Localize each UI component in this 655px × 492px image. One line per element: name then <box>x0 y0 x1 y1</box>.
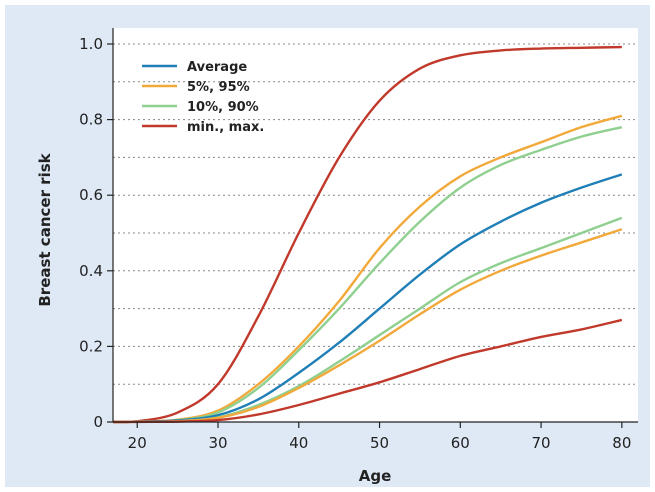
y-tick-labels: 0 0.2 0.4 0.6 0.8 1.0 <box>79 35 113 431</box>
x-tick-label: 30 <box>208 434 227 452</box>
y-tick-label: 0.8 <box>79 111 103 129</box>
x-tick-label: 60 <box>451 434 470 452</box>
x-tick-label: 80 <box>612 434 631 452</box>
y-tick-label: 0.6 <box>79 186 103 204</box>
axes <box>112 28 638 423</box>
y-tick-label: 0 <box>93 413 103 431</box>
x-tick-labels: 20 30 40 50 60 70 80 <box>128 422 631 452</box>
y-tick-label: 1.0 <box>79 35 103 53</box>
y-tick-label: 0.4 <box>79 262 103 280</box>
y-tick-label: 0.2 <box>79 337 103 355</box>
y-axis-label: Breast cancer risk <box>36 152 54 306</box>
legend-label: 10%, 90% <box>187 100 259 115</box>
legend-label: min., max. <box>187 120 264 135</box>
legend-label: 5%, 95% <box>187 80 250 95</box>
x-tick-label: 50 <box>370 434 389 452</box>
x-tick-label: 40 <box>289 434 308 452</box>
plot-area <box>113 28 638 422</box>
x-tick-label: 20 <box>128 434 147 452</box>
x-axis-label: Age <box>359 467 392 485</box>
curves <box>112 45 623 424</box>
legend: Average 5%, 95% 10%, 90% min., max. <box>142 60 264 135</box>
series-line-max- <box>112 45 622 424</box>
legend-label: Average <box>187 60 247 75</box>
x-tick-label: 70 <box>532 434 551 452</box>
